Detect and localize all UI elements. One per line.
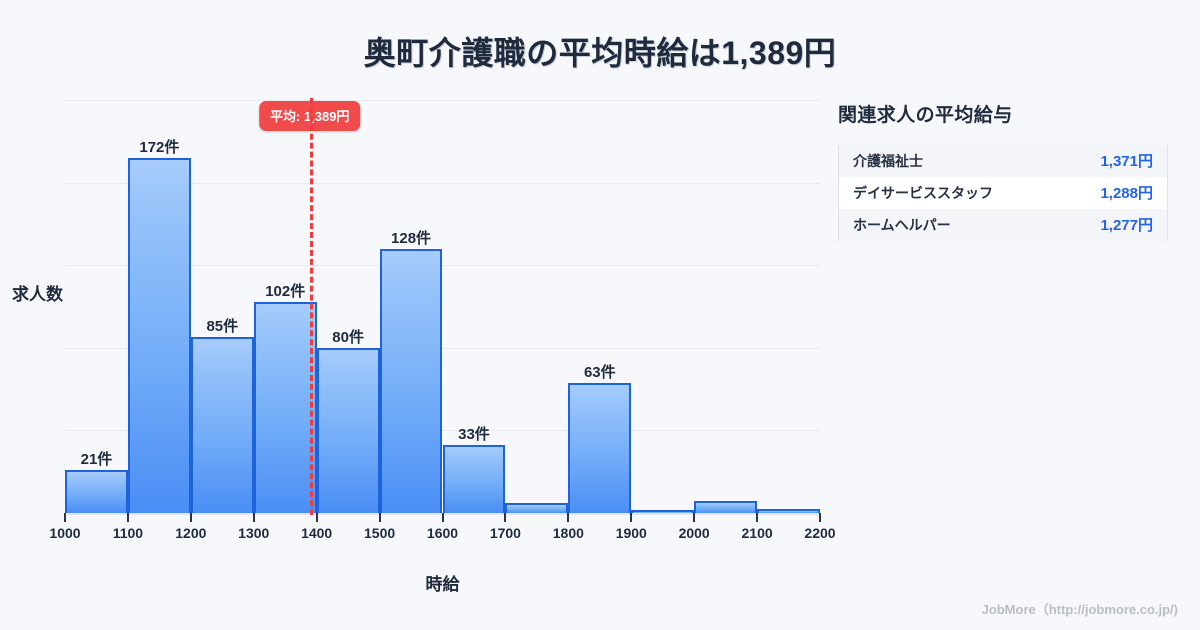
x-tick-label: 1000 xyxy=(49,525,81,541)
bar xyxy=(65,469,128,513)
bar xyxy=(190,337,254,513)
x-tick xyxy=(252,513,255,522)
gridline xyxy=(65,347,820,349)
x-tick-label: 1300 xyxy=(238,525,270,541)
x-tick-label: 1600 xyxy=(426,525,459,541)
salary-row-value: 1,288円 xyxy=(1100,185,1153,202)
x-tick xyxy=(441,513,444,522)
bar-value-label: 128件 xyxy=(391,229,432,247)
gridline xyxy=(65,265,820,267)
bar xyxy=(757,508,820,513)
bar-value-label: 102件 xyxy=(265,283,306,301)
page-title: 奥町介護職の平均時給は1,389円 xyxy=(363,35,837,71)
related-salary-panel: 関連求人の平均給与 介護福祉士 1,371円デイサービススタッフ 1,288円ホーム… xyxy=(838,100,1168,241)
gridline xyxy=(65,430,820,432)
plot-area xyxy=(65,100,820,513)
x-tick-label: 1500 xyxy=(364,525,396,541)
bar-series xyxy=(65,100,820,513)
salary-row: ホームヘルパー 1,277円 xyxy=(839,209,1167,241)
x-tick xyxy=(378,513,381,522)
bar xyxy=(253,302,317,513)
bar xyxy=(505,502,569,513)
bar xyxy=(379,248,443,513)
x-tick xyxy=(819,513,821,522)
x-tick-label: 1700 xyxy=(489,525,521,541)
x-tick xyxy=(693,513,696,522)
bar xyxy=(316,347,380,513)
bar xyxy=(694,500,758,513)
x-tick-label: 2100 xyxy=(741,525,773,541)
average-line xyxy=(309,98,313,515)
bar-value-label: 63件 xyxy=(583,363,616,381)
x-tick xyxy=(567,513,570,522)
x-axis-label: 時給 xyxy=(425,575,460,594)
bar xyxy=(442,444,506,513)
x-tick-label: 1100 xyxy=(112,525,144,541)
salary-row-name: デイサービススタッフ xyxy=(853,184,993,201)
x-tick xyxy=(126,513,129,522)
x-tick xyxy=(315,513,318,522)
gridline xyxy=(65,182,820,184)
salary-row-name: ホームヘルパー xyxy=(853,216,951,233)
salary-row-value: 1,277円 xyxy=(1100,217,1153,234)
bar-value-label: 85件 xyxy=(206,318,239,336)
bar-value-label: 80件 xyxy=(332,328,364,346)
watermark-footer: JobMore（http://jobmore.co.jp/) xyxy=(981,602,1178,617)
salary-row: デイサービススタッフ 1,288円 xyxy=(839,177,1167,209)
x-tick-label: 2200 xyxy=(804,525,836,541)
salary-row: 介護福祉士 1,371円 xyxy=(839,145,1167,177)
bar-value-label: 33件 xyxy=(458,425,490,443)
bar-value-label: 172件 xyxy=(139,138,180,156)
related-salary-heading: 関連求人の平均給与 xyxy=(838,105,1013,126)
x-tick xyxy=(756,513,759,522)
y-axis-label: 求人数 xyxy=(12,285,63,304)
salary-row-name: 介護福祉士 xyxy=(853,152,923,169)
x-tick-label: 1400 xyxy=(301,525,333,541)
related-salary-table: 介護福祉士 1,371円デイサービススタッフ 1,288円ホームヘルパー 1,277円 xyxy=(838,145,1168,241)
histogram-chart: 求人数 21件 172件 85件 102件 80件 128件 33件 63件 1000 1100… xyxy=(12,98,836,594)
x-tick xyxy=(630,513,633,522)
x-tick-label: 1900 xyxy=(615,525,647,541)
x-tick-label: 2000 xyxy=(678,525,710,541)
bar xyxy=(127,157,191,513)
x-tick xyxy=(64,513,66,522)
x-tick xyxy=(504,513,507,522)
bar xyxy=(631,510,695,513)
bar xyxy=(568,382,632,513)
bar-value-label: 21件 xyxy=(80,450,113,468)
x-tick xyxy=(189,513,192,522)
salary-row-value: 1,371円 xyxy=(1100,153,1153,170)
x-tick-label: 1200 xyxy=(175,525,207,541)
gridline xyxy=(65,100,820,101)
x-tick-label: 1800 xyxy=(552,525,584,541)
